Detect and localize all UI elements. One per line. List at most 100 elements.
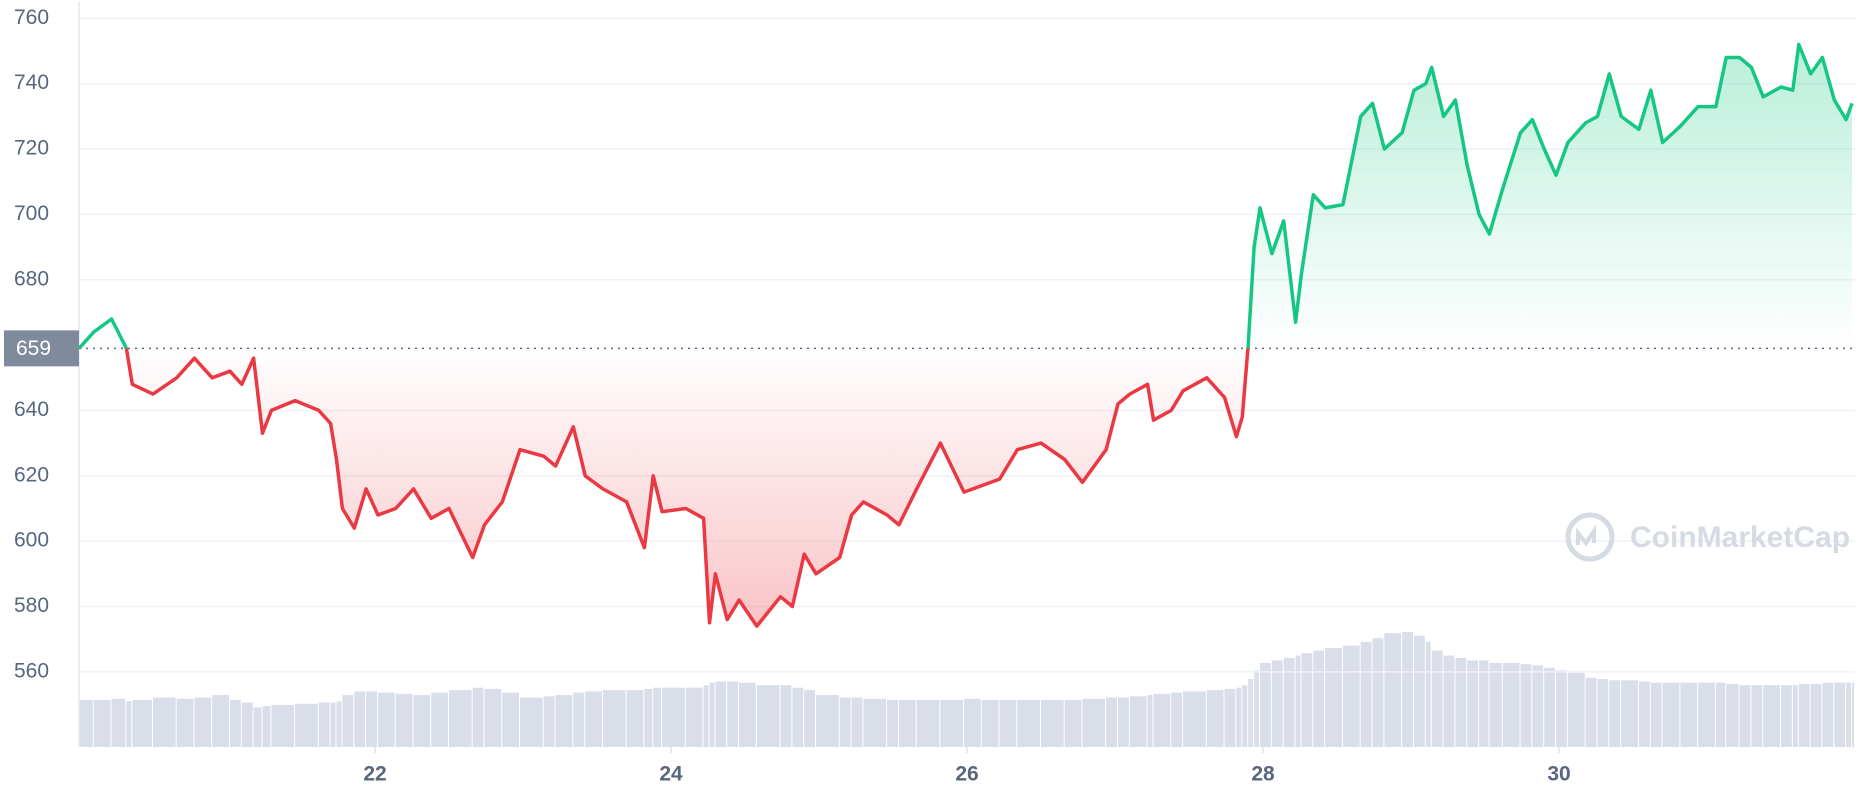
- volume-bar: [1260, 662, 1271, 747]
- volume-bar: [253, 707, 262, 747]
- volume-bar: [1360, 641, 1372, 747]
- volume-bar: [1248, 678, 1254, 747]
- volume-bar: [626, 690, 644, 747]
- volume-bar: [573, 692, 585, 747]
- volume-bar: [153, 697, 176, 747]
- volume-bar: [1183, 691, 1206, 747]
- volume-bar: [241, 702, 253, 747]
- volume-bar: [662, 687, 685, 747]
- volume-bar: [1325, 648, 1342, 747]
- volume-bar: [271, 704, 295, 747]
- x-tick-label: 22: [363, 763, 386, 786]
- volume-bar: [176, 698, 194, 747]
- y-tick-label: 700: [14, 202, 49, 225]
- volume-bar: [342, 695, 354, 747]
- y-tick-label: 720: [14, 137, 49, 160]
- y-tick-label: 760: [14, 6, 49, 29]
- volume-bar: [727, 681, 739, 747]
- volume-bar: [543, 696, 555, 747]
- y-tick-label: 580: [14, 594, 49, 617]
- volume-bar: [229, 700, 241, 747]
- volume-bar: [194, 697, 212, 747]
- y-tick-label: 560: [14, 659, 49, 682]
- volume-bar: [1726, 683, 1739, 747]
- x-tick-label: 24: [659, 763, 683, 786]
- volume-bar: [1698, 682, 1715, 747]
- volume-bar: [413, 695, 431, 747]
- volume-bar: [1467, 660, 1479, 747]
- volume-bar: [863, 698, 887, 747]
- volume-bar: [1206, 690, 1224, 747]
- volume-bar: [804, 690, 816, 747]
- volume-bar: [1082, 698, 1106, 747]
- volume-bar: [1443, 655, 1455, 747]
- volume-bar: [1431, 650, 1443, 747]
- volume-bar: [1295, 655, 1301, 747]
- volume-bar: [1650, 682, 1662, 747]
- price-area: [79, 44, 1852, 627]
- volume-bar: [126, 701, 132, 747]
- volume-bar: [1822, 682, 1834, 747]
- volume-bar: [1017, 700, 1040, 747]
- volume-bar: [898, 700, 916, 747]
- watermark-logo-mark: [1576, 524, 1596, 547]
- volume-bar: [1585, 677, 1597, 747]
- x-tick-label: 26: [955, 763, 978, 786]
- volume-bar: [1147, 695, 1153, 747]
- volume-bar: [1413, 635, 1425, 747]
- volume-bar: [940, 700, 964, 747]
- volume-bar: [1171, 692, 1183, 747]
- volume-bar: [1254, 670, 1260, 747]
- x-tick-label: 30: [1547, 763, 1570, 786]
- volume-bar: [1532, 665, 1544, 747]
- volume-bar: [585, 691, 602, 747]
- baseline-label-box: [4, 330, 79, 367]
- volume-bar: [1781, 685, 1792, 747]
- volume-bar: [1153, 693, 1171, 747]
- volume-bar: [79, 700, 93, 747]
- volume-bar: [1502, 662, 1520, 747]
- volume-bar: [1342, 645, 1360, 747]
- volume-bar: [1384, 633, 1402, 747]
- volume-bar: [1301, 653, 1313, 747]
- volume-bar: [1810, 683, 1822, 747]
- volume-bar: [1662, 682, 1680, 747]
- volume-bar: [1425, 641, 1431, 747]
- volume-bar: [1715, 682, 1726, 747]
- volume-bar: [1597, 678, 1609, 747]
- volume-bar: [1520, 664, 1532, 747]
- volume-bar: [685, 687, 703, 747]
- volume-bar: [851, 697, 863, 747]
- volume-bar: [1798, 683, 1810, 747]
- volume-bar: [395, 693, 413, 747]
- volume-bar: [1556, 670, 1567, 747]
- plot-layer: 659: [4, 42, 1855, 628]
- volume-bar: [1372, 638, 1384, 747]
- volume-bar: [1567, 672, 1585, 747]
- volume-bar: [1402, 632, 1413, 747]
- watermark-text: CoinMarketCap: [1630, 521, 1850, 554]
- y-tick-label: 640: [14, 398, 49, 421]
- volume-bar: [330, 702, 336, 747]
- watermark-logo: [1565, 512, 1615, 562]
- volume-bar: [1609, 680, 1621, 747]
- volume-bar: [999, 700, 1017, 747]
- volume-bar: [1739, 685, 1751, 747]
- price-line: [77, 42, 1854, 628]
- volume-bar: [1242, 685, 1248, 747]
- volume-bar: [1852, 682, 1854, 747]
- volume-bar: [1455, 657, 1467, 747]
- volume-bar: [1224, 688, 1236, 747]
- volume-bar: [354, 691, 366, 747]
- volume-bar: [1236, 687, 1242, 747]
- y-tick-label: 600: [14, 529, 49, 552]
- volume-bar: [212, 695, 229, 747]
- volume-bar: [1792, 685, 1798, 747]
- watermark: CoinMarketCap: [1565, 512, 1850, 562]
- volume-bar: [1313, 650, 1325, 747]
- volume-bar: [366, 691, 377, 747]
- volume-bar: [715, 681, 727, 747]
- volume-layer: [79, 632, 1854, 747]
- volume-bar: [449, 690, 472, 747]
